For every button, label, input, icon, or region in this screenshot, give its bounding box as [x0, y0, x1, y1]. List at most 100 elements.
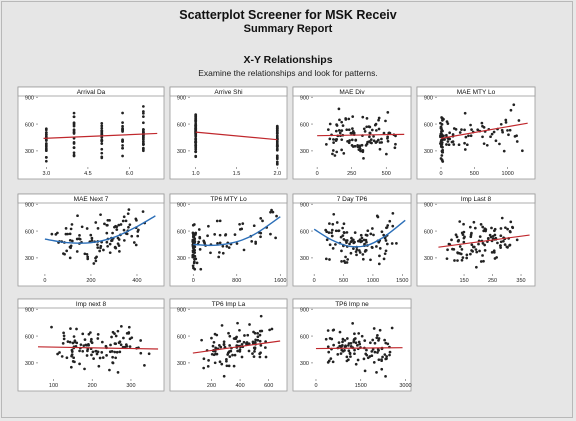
data-point	[270, 327, 274, 331]
data-point	[380, 230, 384, 234]
data-point	[331, 328, 335, 332]
data-point	[351, 322, 355, 325]
data-point	[500, 216, 504, 220]
data-point	[231, 353, 234, 357]
data-point	[506, 227, 509, 231]
y-tick-label: 600	[300, 229, 309, 235]
y-tick-label: 300	[424, 256, 433, 262]
data-point	[395, 242, 398, 245]
data-point	[191, 223, 195, 227]
data-point	[92, 262, 96, 265]
data-point	[110, 239, 114, 242]
data-point	[342, 259, 346, 263]
data-point	[472, 245, 475, 249]
data-point	[386, 224, 390, 227]
y-tick-label: 300	[177, 256, 186, 262]
data-point	[62, 331, 65, 335]
data-point	[100, 122, 104, 125]
panel-title-strip	[17, 298, 165, 309]
data-point	[127, 208, 131, 211]
data-point	[372, 139, 376, 143]
data-point	[481, 254, 484, 257]
y-tick-label: 300	[25, 256, 34, 262]
data-point	[75, 327, 78, 331]
data-point	[353, 332, 356, 336]
data-point	[353, 144, 357, 148]
data-point	[96, 333, 100, 336]
data-point	[85, 252, 89, 256]
data-point	[358, 342, 362, 346]
data-point	[446, 248, 449, 252]
data-point	[384, 357, 388, 361]
data-point	[521, 149, 524, 153]
data-point	[454, 233, 458, 237]
data-point	[498, 244, 502, 247]
x-tick-label: 250	[347, 171, 356, 177]
data-point	[100, 351, 104, 354]
x-tick-label: 100	[49, 383, 58, 389]
data-point	[342, 222, 346, 226]
data-point	[334, 138, 338, 141]
data-point	[94, 259, 98, 263]
data-point	[341, 124, 345, 127]
data-point	[511, 226, 515, 230]
data-point	[470, 249, 473, 252]
data-point	[341, 234, 345, 237]
data-point	[457, 238, 460, 242]
data-point	[385, 226, 388, 230]
data-point	[463, 141, 466, 145]
data-point	[486, 236, 490, 240]
data-point	[453, 259, 456, 262]
data-point	[492, 130, 496, 134]
data-point	[469, 123, 472, 127]
x-tick-label: 250	[488, 278, 497, 284]
data-point	[491, 235, 495, 238]
data-point	[385, 152, 388, 156]
y-tick-label: 600	[300, 122, 309, 128]
data-point	[470, 243, 474, 247]
data-point	[499, 122, 503, 126]
data-point	[121, 127, 124, 131]
panel-frame	[17, 86, 165, 180]
data-point	[197, 228, 201, 231]
data-point	[64, 232, 68, 236]
data-point	[259, 231, 263, 235]
y-tick-label: 900	[300, 307, 309, 313]
data-point	[515, 140, 519, 143]
data-point	[375, 245, 378, 248]
data-point	[275, 157, 279, 161]
data-point	[439, 134, 442, 138]
data-point	[327, 350, 331, 354]
data-point	[340, 120, 344, 124]
data-point	[259, 235, 262, 239]
data-point	[356, 343, 359, 347]
data-point	[472, 220, 476, 224]
data-point	[356, 145, 360, 149]
data-point	[349, 355, 352, 358]
data-point	[365, 348, 368, 352]
data-point	[65, 249, 69, 253]
data-point	[476, 128, 480, 132]
panel-frame	[17, 298, 165, 392]
data-point	[352, 247, 355, 250]
data-point	[89, 233, 93, 237]
data-point	[215, 333, 219, 337]
panel-title-strip	[17, 193, 165, 204]
data-point	[334, 243, 337, 246]
data-point	[363, 369, 367, 373]
data-point	[259, 314, 263, 318]
data-point	[445, 143, 448, 146]
data-point	[194, 139, 198, 143]
data-point	[68, 256, 72, 260]
data-point	[357, 340, 361, 344]
data-point	[361, 257, 365, 261]
data-point	[326, 128, 330, 131]
data-point	[349, 251, 353, 255]
data-point	[221, 251, 225, 255]
data-point	[254, 338, 257, 342]
data-point	[440, 154, 444, 157]
data-point	[517, 119, 521, 122]
data-point	[458, 245, 462, 248]
data-point	[381, 355, 384, 359]
data-point	[97, 364, 101, 368]
